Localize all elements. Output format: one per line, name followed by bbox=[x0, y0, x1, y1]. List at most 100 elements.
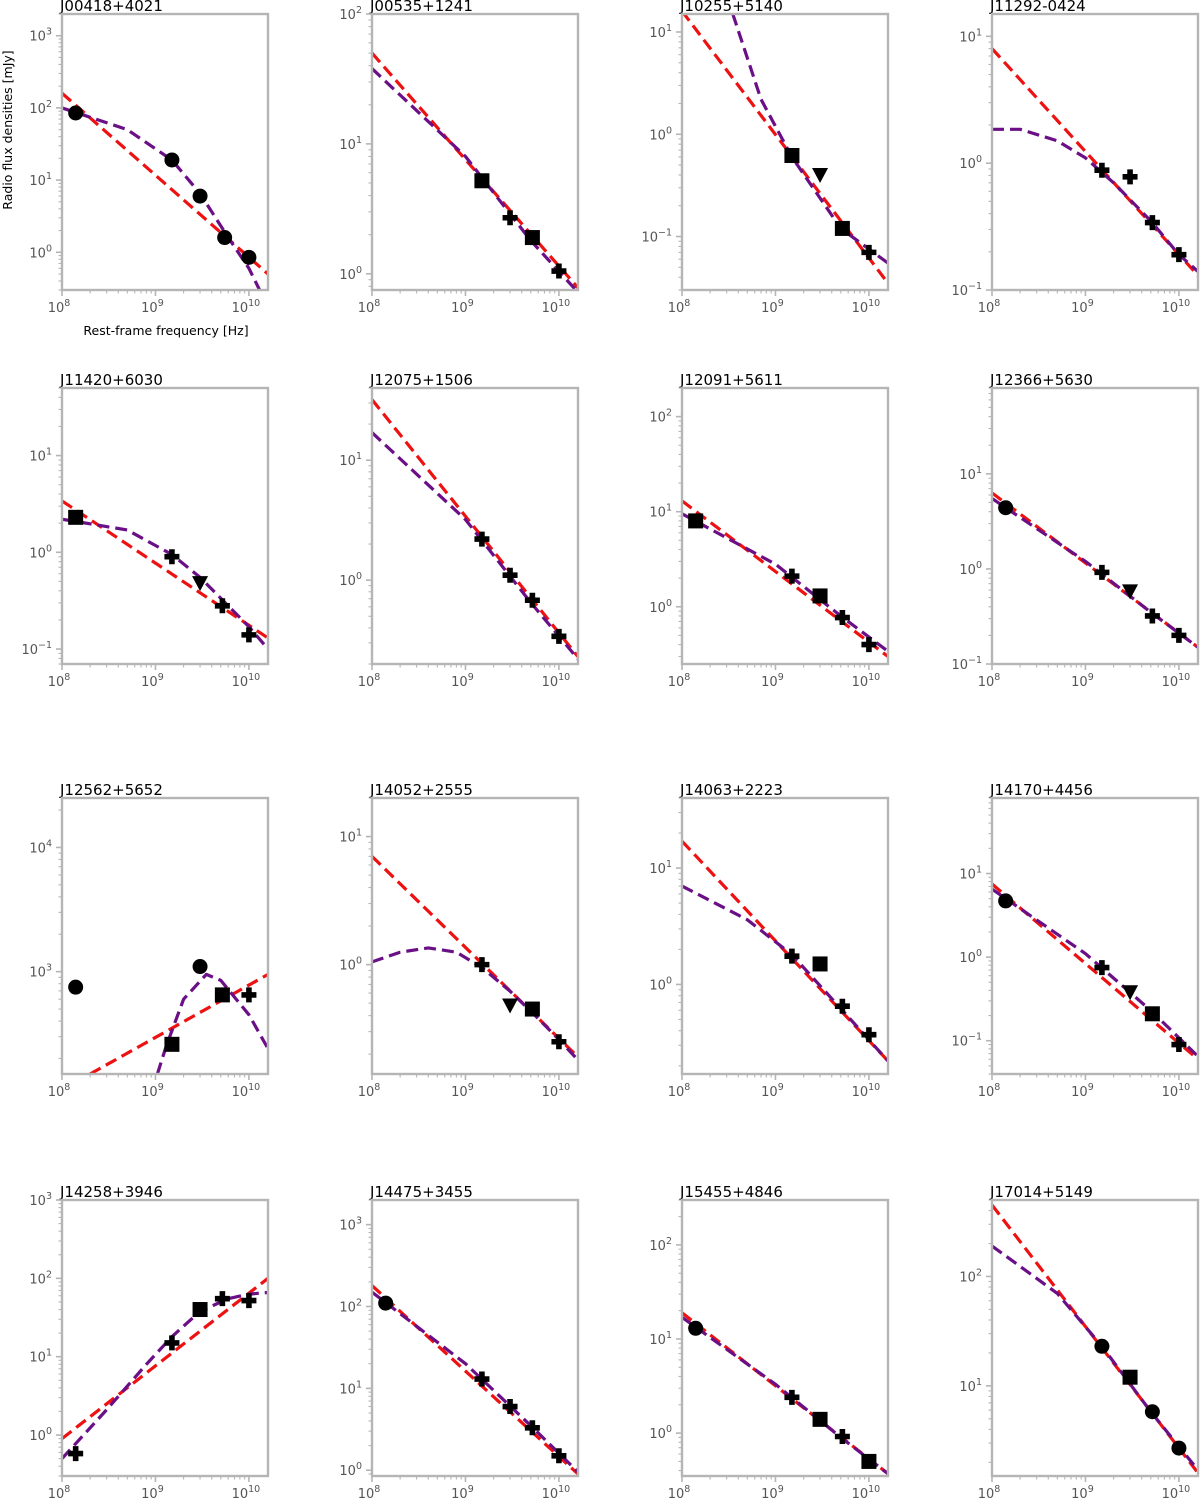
data-point-circle bbox=[688, 1320, 704, 1336]
data-point-circle bbox=[68, 105, 84, 121]
panel-title: J11420+6030 bbox=[59, 371, 163, 389]
data-point-triangle bbox=[1122, 985, 1139, 1001]
y-tick-label: 100 bbox=[29, 543, 52, 561]
panel-title: J11292-0424 bbox=[989, 0, 1086, 15]
x-tick-label: 1010 bbox=[542, 1082, 571, 1100]
data-point-plus bbox=[1144, 608, 1160, 624]
data-point-square bbox=[812, 588, 828, 604]
curved-fit-line bbox=[62, 517, 268, 651]
x-tick-label: 1010 bbox=[1162, 1484, 1191, 1502]
x-tick-label: 108 bbox=[978, 1484, 1001, 1502]
y-tick-label: 102 bbox=[339, 5, 362, 23]
x-tick-label: 108 bbox=[668, 672, 691, 690]
axes-frame bbox=[60, 12, 270, 292]
data-point-plus bbox=[241, 627, 257, 643]
x-tick-label: 109 bbox=[761, 298, 784, 316]
data-point-plus bbox=[551, 628, 567, 644]
y-tick-label: 102 bbox=[959, 1267, 982, 1285]
panels: J00418+4021 108 109 1010 100 101 102 103 J00535+… bbox=[21, 0, 1200, 1502]
axes-frame bbox=[680, 12, 890, 292]
curved-fit-line bbox=[992, 1244, 1198, 1472]
plot-area bbox=[682, 1311, 888, 1475]
data-point-plus bbox=[502, 567, 518, 583]
y-tick-label: 100 bbox=[649, 125, 672, 143]
plot-area bbox=[682, 14, 888, 285]
y-tick-label: 10−1 bbox=[951, 281, 982, 299]
powerlaw-fit-line bbox=[992, 47, 1198, 277]
data-point-plus bbox=[241, 1293, 257, 1309]
x-tick-label: 108 bbox=[358, 298, 381, 316]
y-tick-label: 100 bbox=[339, 956, 362, 974]
plot-area bbox=[372, 398, 578, 661]
plot-area bbox=[372, 1284, 578, 1476]
plot-area bbox=[62, 1277, 268, 1462]
data-point-circle bbox=[1144, 1404, 1160, 1420]
data-point-circle bbox=[998, 893, 1014, 909]
data-point-circle bbox=[1171, 1440, 1187, 1456]
panel-J14170+4456: J14170+4456 108 109 1010 10−1 100 101 bbox=[951, 781, 1200, 1100]
y-tick-label: 101 bbox=[959, 27, 982, 45]
y-tick-label: 100 bbox=[649, 598, 672, 616]
y-tick-label: 101 bbox=[649, 1330, 672, 1348]
y-tick-label: 10−1 bbox=[21, 640, 52, 658]
x-tick-label: 1010 bbox=[1162, 672, 1191, 690]
y-tick-label: 101 bbox=[339, 828, 362, 846]
powerlaw-fit-line bbox=[682, 840, 888, 1063]
panel-J12366+5630: J12366+5630 108 109 1010 10−1 100 101 bbox=[951, 371, 1200, 690]
curved-fit-line bbox=[992, 887, 1198, 1058]
data-point-plus bbox=[214, 1291, 230, 1307]
curved-fit-line bbox=[731, 14, 888, 265]
y-tick-label: 104 bbox=[29, 838, 52, 856]
data-point-circle bbox=[217, 230, 233, 246]
data-point-square bbox=[214, 987, 230, 1003]
panel-title: J00418+4021 bbox=[59, 0, 163, 15]
curved-fit-line bbox=[372, 431, 578, 661]
y-tick-label: 100 bbox=[29, 1426, 52, 1444]
y-tick-label: 101 bbox=[339, 135, 362, 153]
plot-area bbox=[62, 91, 268, 290]
axes-frame bbox=[370, 386, 580, 666]
powerlaw-fit-line bbox=[62, 1277, 268, 1440]
powerlaw-fit-line bbox=[372, 52, 578, 289]
data-point-square bbox=[164, 1036, 180, 1052]
data-point-plus bbox=[834, 610, 850, 626]
panel-title: J14258+3946 bbox=[59, 1183, 163, 1201]
data-point-plus bbox=[1094, 564, 1110, 580]
data-point-circle bbox=[68, 979, 84, 995]
axes-frame bbox=[370, 12, 580, 292]
x-tick-label: 1010 bbox=[852, 672, 881, 690]
x-tick-label: 109 bbox=[141, 1082, 164, 1100]
data-point-triangle bbox=[812, 167, 829, 183]
panel-title: J15455+4846 bbox=[679, 1183, 783, 1201]
y-tick-label: 100 bbox=[959, 560, 982, 578]
y-tick-label: 100 bbox=[339, 571, 362, 589]
panel-title: J12075+1506 bbox=[369, 371, 473, 389]
x-tick-label: 1010 bbox=[232, 298, 261, 316]
panel-J15455+4846: J15455+4846 108 109 1010 100 101 102 bbox=[649, 1183, 890, 1502]
x-tick-label: 109 bbox=[1071, 1484, 1094, 1502]
panel-title: J14052+2555 bbox=[369, 781, 473, 799]
data-point-square bbox=[812, 956, 828, 972]
axes-frame bbox=[60, 386, 270, 666]
y-tick-label: 10−1 bbox=[641, 228, 672, 246]
panel-title: J12091+5611 bbox=[679, 371, 783, 389]
plot-area bbox=[372, 855, 578, 1062]
data-point-plus bbox=[524, 592, 540, 608]
curved-fit-line bbox=[682, 884, 888, 1063]
plot-area bbox=[992, 882, 1198, 1061]
data-point-triangle bbox=[192, 576, 209, 592]
panel-J14475+3455: J14475+3455 108 109 1010 100 101 102 103 bbox=[339, 1183, 580, 1502]
x-tick-label: 108 bbox=[668, 1484, 691, 1502]
panel-title: J14475+3455 bbox=[369, 1183, 473, 1201]
x-tick-label: 108 bbox=[48, 1484, 71, 1502]
data-point-plus bbox=[1171, 247, 1187, 263]
y-tick-label: 101 bbox=[649, 503, 672, 521]
x-tick-label: 1010 bbox=[852, 298, 881, 316]
panel-title: J00535+1241 bbox=[369, 0, 473, 15]
axes-frame bbox=[60, 1198, 270, 1478]
plot-area bbox=[372, 52, 578, 290]
data-point-square bbox=[524, 230, 540, 246]
x-tick-label: 109 bbox=[1071, 672, 1094, 690]
data-point-circle bbox=[192, 188, 208, 204]
powerlaw-fit-line bbox=[682, 14, 888, 285]
